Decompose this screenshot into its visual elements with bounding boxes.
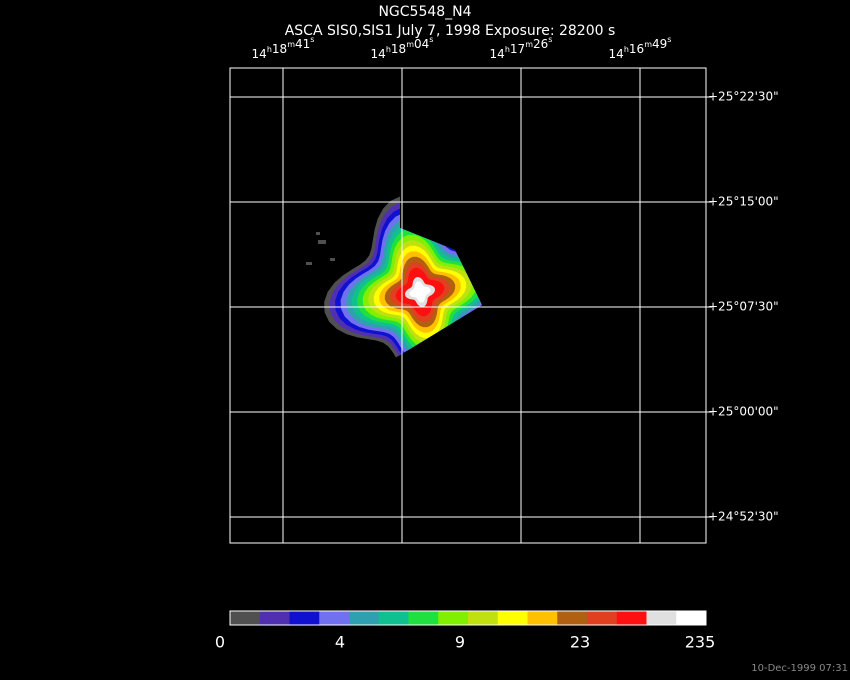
colorbar: 0 4 9 23 235	[215, 610, 716, 652]
dec-label: +25°22'30"	[708, 90, 779, 104]
colorbar-swatch	[319, 611, 350, 625]
colorbar-label: 235	[685, 633, 716, 652]
colorbar-label: 4	[335, 633, 345, 652]
colorbar-label: 0	[215, 633, 225, 652]
image-speck	[316, 232, 320, 235]
image-speck	[330, 258, 335, 261]
dec-label: +25°07'30"	[708, 300, 779, 314]
colorbar-swatch	[527, 611, 558, 625]
dec-label: +25°00'00"	[708, 405, 779, 419]
colorbar-swatch	[259, 611, 290, 625]
dec-label: +25°15'00"	[708, 195, 779, 209]
colorbar-swatch	[468, 611, 499, 625]
ra-label: 14h18m41s	[252, 35, 315, 61]
colorbar-swatch	[587, 611, 618, 625]
plot-frame	[229, 67, 707, 544]
colorbar-swatch	[289, 611, 320, 625]
colorbar-swatch	[616, 611, 647, 625]
colorbar-swatch	[230, 611, 261, 625]
colorbar-swatch	[378, 611, 409, 625]
title: NGC5548_N4	[378, 4, 471, 20]
colorbar-frame	[229, 610, 707, 626]
colorbar-swatch	[676, 611, 707, 625]
image-speck	[318, 240, 326, 244]
colorbar-swatch	[557, 611, 588, 625]
image-speck	[306, 262, 312, 265]
grid: 14h18m41s 14h18m04s 14h17m26s 14h16m49s +25°…	[230, 35, 779, 543]
image-level	[409, 281, 431, 303]
ra-label: 14h18m04s	[371, 35, 434, 61]
colorbar-label: 9	[455, 633, 465, 652]
colorbar-swatch	[497, 611, 528, 625]
subtitle: ASCA SIS0,SIS1 July 7, 1998 Exposure: 28…	[285, 23, 616, 39]
ra-label: 14h16m49s	[609, 35, 672, 61]
colorbar-swatch	[408, 611, 439, 625]
image	[306, 196, 482, 368]
colorbar-swatch	[349, 611, 380, 625]
footer-timestamp: 10-Dec-1999 07:31	[751, 663, 848, 674]
colorbar-label: 23	[570, 633, 590, 652]
colorbar-swatch	[438, 611, 469, 625]
dec-label: +24°52'30"	[708, 510, 779, 524]
colorbar-swatch	[646, 611, 677, 625]
ra-label: 14h17m26s	[490, 35, 553, 61]
